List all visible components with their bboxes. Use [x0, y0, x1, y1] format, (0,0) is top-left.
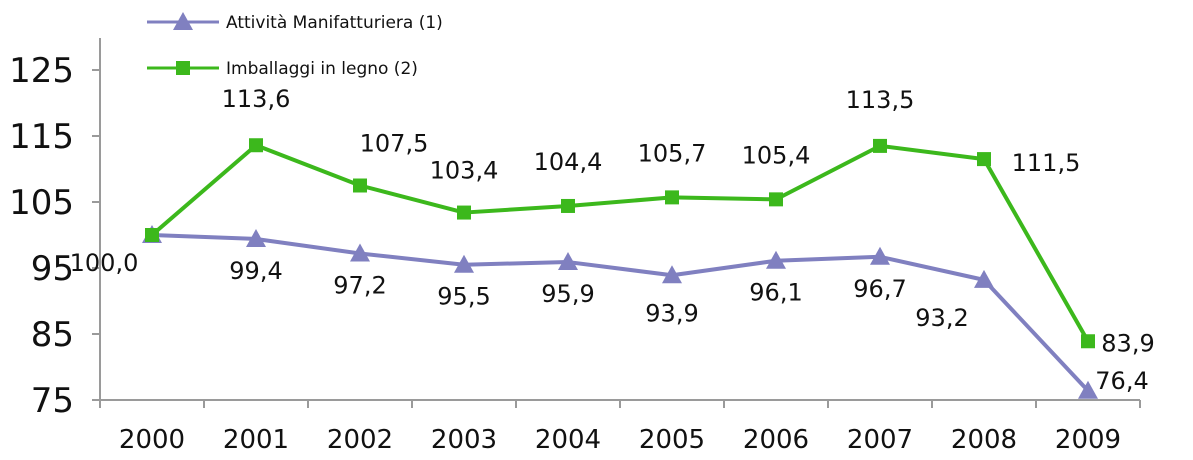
- x-tick-label: 2000: [119, 425, 185, 455]
- data-label: 104,4: [534, 148, 603, 176]
- series-layer: [142, 138, 1098, 399]
- imballaggi-in-legno-2-square-marker: [249, 138, 263, 153]
- y-tick-label: 75: [31, 381, 74, 421]
- y-tick-label: 115: [9, 117, 74, 157]
- attivit-manifatturiera-1-triangle-marker: [454, 254, 474, 273]
- data-label: 103,4: [430, 157, 499, 185]
- x-tick-label: 2001: [223, 425, 289, 455]
- data-label: 93,9: [645, 299, 698, 327]
- x-tick-label: 2006: [743, 425, 809, 455]
- y-tick-label: 95: [31, 249, 74, 289]
- data-labels: 100,0 99,4 97,2 95,5 95,9 93,9 96,1 96,7 93,2 76,…: [70, 85, 1155, 395]
- legend-attivit-manifatturiera-1-triangle-marker: [173, 12, 193, 30]
- attivit-manifatturiera-1-triangle-marker: [662, 265, 682, 284]
- imballaggi-in-legno-2-square-marker: [873, 138, 887, 153]
- attivit-manifatturiera-1-triangle-marker: [246, 228, 266, 247]
- series-imballaggi-in-legno-2: [145, 138, 1095, 349]
- y-tick-label: 125: [9, 51, 74, 91]
- data-label: 105,7: [638, 139, 707, 167]
- data-label: 111,5: [1012, 149, 1081, 177]
- imballaggi-in-legno-2-square-marker: [769, 192, 783, 207]
- y-axis-ticks: 75 85 95 105 115 125: [9, 51, 100, 421]
- data-label: 99,4: [229, 257, 282, 285]
- attivit-manifatturiera-1-triangle-marker: [766, 250, 786, 269]
- data-label: 76,4: [1095, 367, 1148, 395]
- data-label: 107,5: [360, 130, 429, 158]
- attivit-manifatturiera-1-triangle-marker: [1078, 380, 1098, 399]
- legend-item-attivit-manifatturiera-1: Attività Manifatturiera (1): [147, 12, 443, 33]
- attivit-manifatturiera-1-triangle-marker: [350, 243, 370, 262]
- x-tick-label: 2007: [847, 425, 913, 455]
- imballaggi-in-legno-2-square-marker: [561, 198, 575, 213]
- x-tick-label: 2009: [1055, 425, 1121, 455]
- attivit-manifatturiera-1-triangle-marker: [974, 269, 994, 288]
- imballaggi-in-legno-2-square-marker: [1081, 334, 1095, 349]
- x-tick-label: 2003: [431, 425, 497, 455]
- x-axis-ticks: 2000 2001 2002 2003 2004 2005 2006 2007 2008 2009: [99, 400, 1141, 455]
- imballaggi-in-legno-2-square-marker: [457, 205, 471, 220]
- y-tick-label: 85: [31, 315, 74, 355]
- legend-label: Imballaggi in legno (2): [226, 59, 418, 79]
- series-line-attivit-manifatturiera-1: [151, 233, 1090, 393]
- data-label: 83,9: [1101, 329, 1154, 357]
- x-tick-label: 2008: [951, 425, 1017, 455]
- legend: Attività Manifatturiera (1) Imballaggi in…: [147, 12, 443, 79]
- series-line-imballaggi-in-legno-2: [150, 143, 1090, 343]
- data-label: 95,5: [437, 283, 490, 311]
- x-tick-label: 2004: [535, 425, 601, 455]
- data-label: 96,1: [749, 279, 802, 307]
- attivit-manifatturiera-1-triangle-marker: [558, 252, 578, 271]
- data-label: 105,4: [742, 141, 811, 169]
- legend-item-imballaggi-in-legno-2: Imballaggi in legno (2): [147, 59, 418, 79]
- data-label: 93,2: [915, 304, 968, 332]
- imballaggi-in-legno-2-square-marker: [665, 190, 679, 205]
- legend-label: Attività Manifatturiera (1): [226, 13, 443, 33]
- imballaggi-in-legno-2-square-marker: [145, 228, 159, 242]
- data-label: 113,5: [846, 86, 915, 114]
- data-label: 97,2: [333, 271, 386, 299]
- imballaggi-in-legno-2-square-marker: [353, 178, 367, 193]
- imballaggi-in-legno-2-square-marker: [977, 152, 991, 167]
- x-tick-label: 2005: [639, 425, 705, 455]
- attivit-manifatturiera-1-triangle-marker: [870, 246, 890, 265]
- data-label: 95,9: [541, 280, 594, 308]
- y-tick-label: 105: [9, 183, 74, 223]
- x-tick-label: 2002: [327, 425, 393, 455]
- data-label: 96,7: [853, 275, 906, 303]
- data-label: 113,6: [222, 85, 291, 113]
- legend-imballaggi-in-legno-2-square-marker: [176, 61, 190, 75]
- data-label: 100,0: [70, 249, 139, 277]
